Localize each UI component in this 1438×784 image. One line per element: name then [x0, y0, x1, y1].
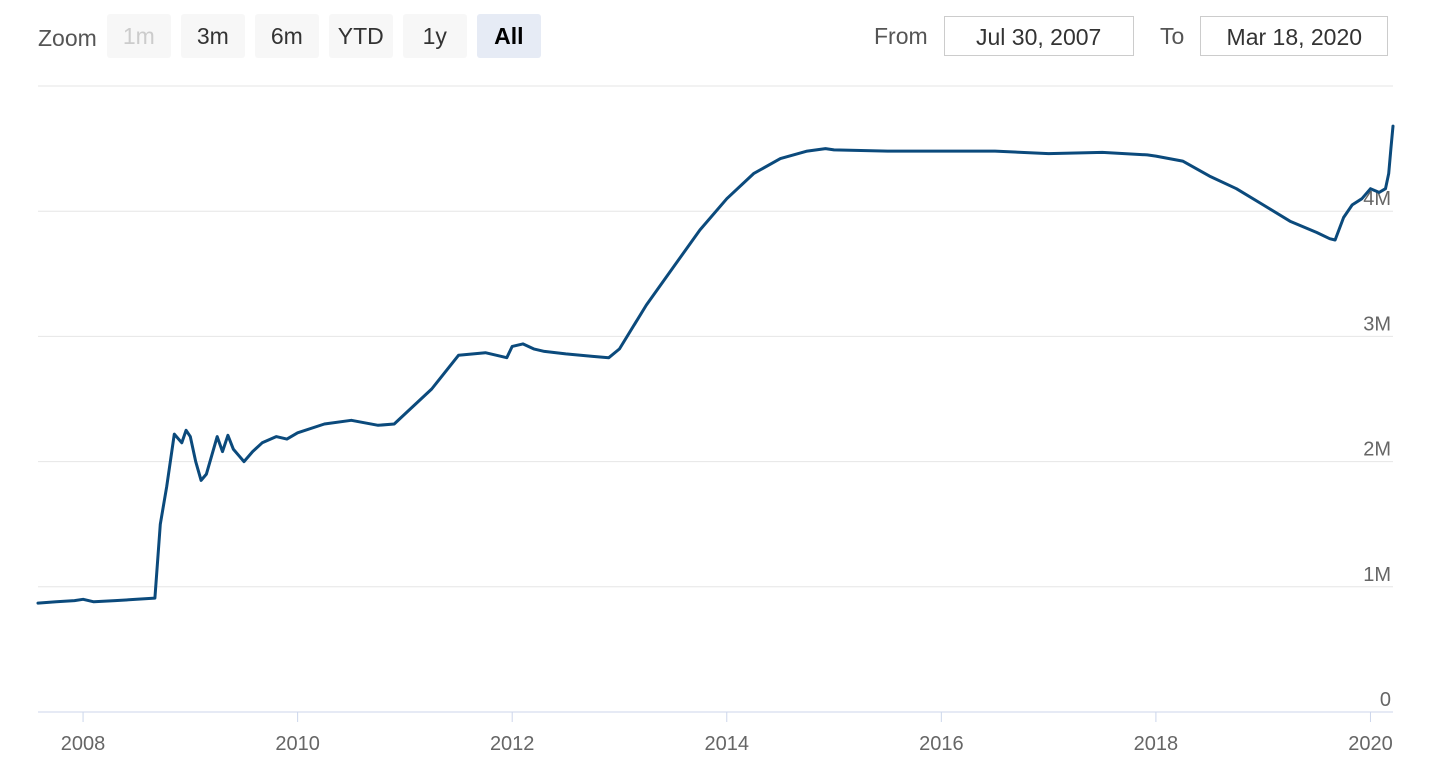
x-axis-ticks: 2008 2010 2012 2014 2016 2018 2020 [61, 712, 1393, 755]
x-tick-label: 2008 [61, 733, 106, 755]
y-tick-label: 0 [1380, 689, 1391, 711]
from-label: From [874, 22, 928, 49]
from-date-input[interactable]: Jul 30, 2007 [943, 16, 1134, 56]
zoom-label: Zoom [38, 25, 97, 51]
x-tick-label: 2012 [490, 733, 535, 755]
x-tick-label: 2016 [919, 733, 964, 755]
y-tick-label: 2M [1363, 439, 1391, 461]
x-tick-label: 2018 [1134, 733, 1179, 755]
zoom-button-1y[interactable]: 1y [402, 14, 467, 58]
series-line [36, 124, 1395, 605]
zoom-button-6m[interactable]: 6m [254, 14, 319, 58]
to-date-input[interactable]: Mar 18, 2020 [1200, 16, 1389, 56]
to-label: To [1160, 22, 1185, 49]
zoom-button-1m[interactable]: 1m [106, 14, 171, 58]
y-tick-label: 1M [1363, 564, 1391, 586]
series-layer [36, 124, 1395, 605]
zoom-bar: Zoom 1m 3m 6m YTD 1y All [38, 14, 551, 58]
zoom-button-3m[interactable]: 3m [180, 14, 245, 58]
zoom-button-ytd[interactable]: YTD [328, 14, 393, 58]
chart-gridlines [38, 85, 1393, 588]
x-tick-label: 2020 [1348, 733, 1393, 755]
x-tick-label: 2014 [705, 733, 750, 755]
y-axis-ticks: 0 1M 2M 3M 4M [1363, 188, 1391, 711]
zoom-button-all[interactable]: All [476, 14, 541, 58]
to-range: To Mar 18, 2020 [1160, 14, 1389, 58]
x-tick-label: 2010 [275, 733, 320, 755]
y-tick-label: 4M [1363, 188, 1391, 210]
y-tick-label: 3M [1363, 313, 1391, 335]
from-range: From Jul 30, 2007 [874, 14, 1134, 58]
